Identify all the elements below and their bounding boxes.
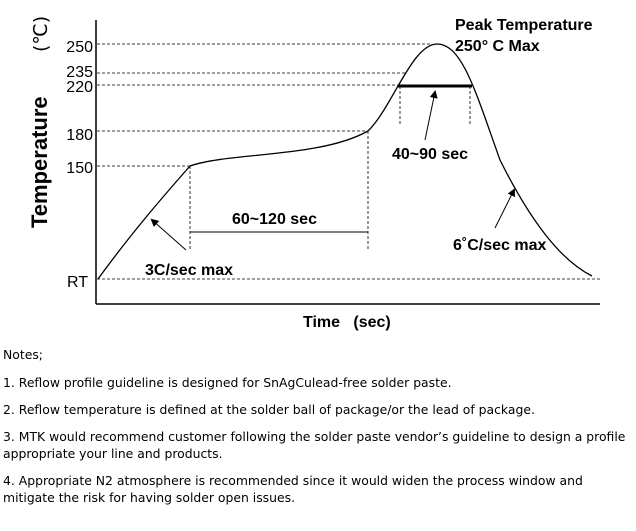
ramp-down-arrow	[494, 188, 515, 229]
y-tick-180: 180	[66, 127, 93, 144]
peak-temperature-label: Peak Temperature	[455, 17, 593, 34]
y-tick-150: 150	[66, 160, 93, 177]
reflow-profile-curve	[97, 43, 593, 280]
reflow-profile-diagram: Temperature (℃) 250 235 220 180 150 RT P…	[27, 16, 600, 331]
peak-temperature-max-label: 250° C Max	[455, 38, 540, 55]
ramp-down-rate-label: 6˚C/sec max	[453, 237, 546, 254]
ramp-up-rate-label: 3C/sec max	[145, 262, 233, 279]
y-tick-235: 235	[66, 64, 93, 81]
note-item: 2. Reflow temperature is defined at the …	[3, 402, 535, 417]
notes-heading: Notes;	[3, 347, 43, 362]
y-tick-rt: RT	[67, 274, 88, 291]
x-axis-label: Time (sec)	[303, 314, 391, 331]
note-item: 4. Appropriate N2 atmosphere is recommen…	[3, 473, 583, 505]
soak-time-label: 60~120 sec	[232, 211, 317, 228]
time-above-liquidus-label: 40~90 sec	[392, 146, 468, 163]
y-axis-label: Temperature	[27, 96, 52, 228]
note-item: 1. Reflow profile guideline is designed …	[3, 375, 452, 390]
y-tick-250: 250	[66, 39, 93, 56]
y-axis-unit: (℃)	[30, 16, 52, 52]
note-item: 3. MTK would recommend customer followin…	[3, 429, 626, 461]
tal-arrow	[424, 90, 438, 141]
notes-section: Notes; 1. Reflow profile guideline is de…	[3, 346, 633, 516]
ramp-up-arrow	[150, 218, 187, 251]
y-tick-220: 220	[66, 79, 93, 96]
